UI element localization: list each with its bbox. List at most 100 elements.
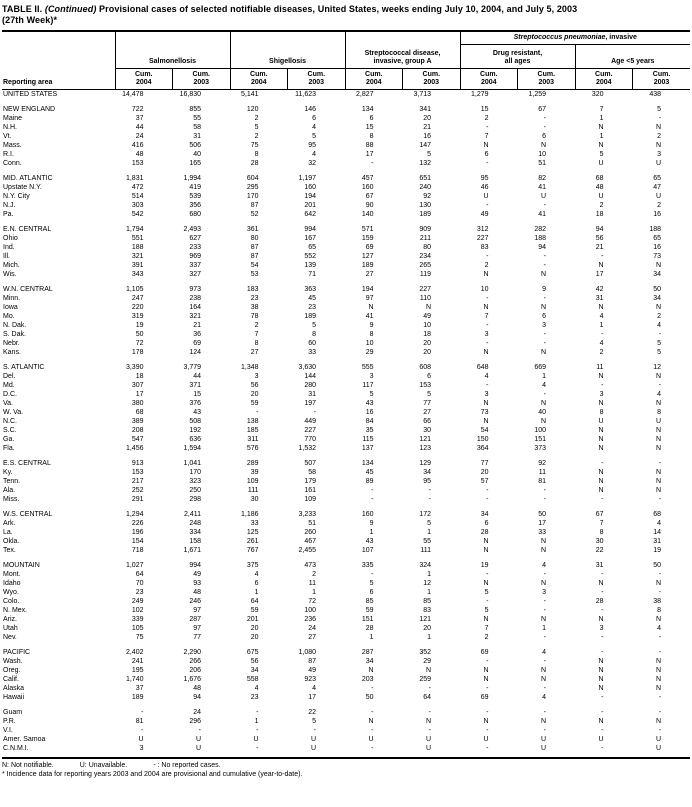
value-cell: 50 [538,510,547,518]
value-cell: N [483,615,489,623]
value-cell: - [486,708,489,716]
value-cell: N [598,717,604,725]
value-cell: N [598,486,604,494]
value-cell: 1 [254,717,259,725]
value-cell: 100 [534,426,547,434]
value-cell: 343 [131,270,144,278]
value-cell: 150 [476,435,489,443]
value-cell: U [310,735,317,743]
value-cell: 95 [480,174,489,182]
value-cell: N [540,141,547,149]
value-cell: 3,630 [298,363,317,371]
value-cell: - [601,606,604,614]
value-cell: - [256,726,259,734]
value-cell: N [655,141,662,149]
value-cell: - [601,570,604,578]
value-cell: 37 [135,684,144,692]
footnote-legend: N: Not notifiable. U: Unavailable. - : No … [2,761,690,770]
value-cell: 1 [312,588,317,596]
reporting-area-cell: Fla. [3,444,15,452]
value-cell: 3 [599,624,604,632]
value-cell: 83 [423,606,432,614]
value-cell: - [543,252,547,260]
value-cell: U [483,735,489,743]
value-cell: - [543,201,547,209]
value-cell: 282 [534,225,547,233]
value-cell: 115 [362,435,374,443]
value-cell: 31 [308,390,317,398]
value-cell: 43 [193,408,202,416]
value-cell: 311 [247,435,259,443]
value-cell: 312 [476,225,489,233]
value-cell: - [601,459,604,467]
value-cell: 89 [365,477,374,485]
reporting-area-cell: Idaho [3,579,21,587]
value-cell: 151 [534,435,547,443]
reporting-area-cell: Alaska [3,684,25,692]
value-cell: 53 [250,270,259,278]
value-cell: - [658,495,662,503]
value-cell: 246 [189,597,202,605]
value-cell: 266 [189,657,202,665]
table-row: N. Mex. 102 97 59 100 59 83 5 - - 8 [2,606,690,615]
value-cell: 72 [135,339,144,347]
reporting-area-cell: Mo. [3,312,15,320]
value-cell: 72 [308,597,317,605]
value-cell: 4 [484,372,489,380]
table-row: C.N.M.I. 3 U - U - U - U - U [2,744,690,753]
value-cell: 58 [308,468,317,476]
value-cell: 1,279 [470,90,489,98]
reporting-area-cell: Minn. [3,294,21,302]
value-cell: N [598,303,604,311]
value-cell: 1,105 [125,285,144,293]
value-cell: N [540,303,547,311]
value-cell: N [540,675,547,683]
value-cell: N [598,468,604,476]
reporting-area-cell: Ind. [3,243,15,251]
table-row: Calif. 1,740 1,676 558 923 203 259 N N N N [2,675,690,684]
table-row: Pa. 542 680 52 642 140 189 49 41 18 16 [2,210,690,219]
value-cell: 38 [653,597,662,605]
table-row: W. Va. 68 43 - - 16 27 73 40 8 8 [2,408,690,417]
value-cell: - [543,684,547,692]
value-cell: 1,594 [183,444,202,452]
value-cell: - [486,570,489,578]
value-cell: 2 [657,132,662,140]
value-cell: 855 [189,105,202,113]
reporting-area-cell: Miss. [3,495,20,503]
value-cell: 44 [193,372,202,380]
value-cell: 46 [480,183,489,191]
value-cell: 259 [419,675,432,683]
value-cell: - [256,708,259,716]
value-cell: - [601,588,604,596]
document-page: TABLE II. (Continued) Provisional cases … [2,4,691,778]
value-cell: 361 [246,225,259,233]
value-cell: 321 [189,312,202,320]
table-row: Okla. 154 158 261 467 43 55 N N 30 31 [2,537,690,546]
value-cell: 123 [419,444,432,452]
value-cell: 416 [131,141,144,149]
value-cell: 1,532 [298,444,317,452]
value-cell: 265 [419,261,432,269]
value-cell: N [368,666,374,674]
value-cell: - [601,495,604,503]
value-cell: 1,671 [183,546,202,554]
value-cell: 2,493 [183,225,202,233]
reporting-area-cell: Nev. [3,633,17,641]
value-cell: 17 [595,270,604,278]
table-row: Fla. 1,456 1,594 576 1,532 137 123 364 373 N N [2,444,690,453]
value-cell: 675 [246,648,259,656]
value-cell: 608 [419,363,432,371]
value-cell: 539 [189,192,202,200]
value-cell: 92 [423,192,432,200]
value-cell: 5 [657,105,662,113]
value-cell: 5 [484,606,489,614]
value-cell: 1,456 [125,444,144,452]
value-cell: 20 [250,624,259,632]
value-cell: U [598,159,604,167]
value-cell: 85 [365,597,374,605]
strep-group-a-header-line1: Streptococcal disease, [364,49,441,57]
value-cell: 327 [189,270,202,278]
value-cell: 4 [254,570,259,578]
value-cell: 6 [427,372,432,380]
